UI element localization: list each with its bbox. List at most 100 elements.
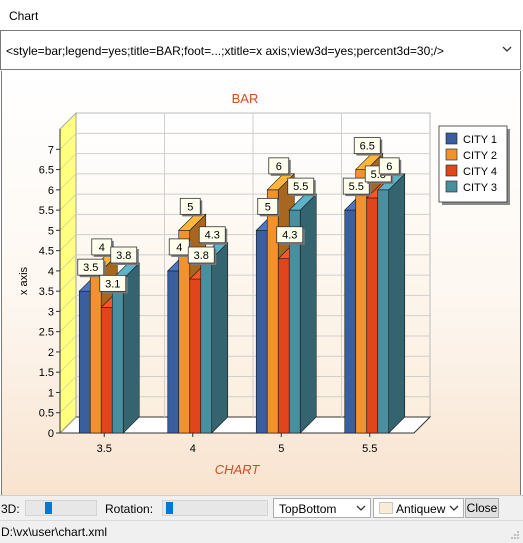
- y-tick-label: 5: [48, 225, 54, 237]
- data-label-text: 4: [99, 242, 105, 254]
- title-bar: Chart: [0, 0, 523, 30]
- grid-line: [59, 214, 77, 231]
- y-axis-title: x axis: [18, 266, 30, 295]
- command-combobox[interactable]: <style=bar;legend=yes;title=BAR;foot=...…: [0, 30, 521, 70]
- grid-line: [59, 295, 77, 312]
- bar-side: [388, 173, 406, 434]
- chevron-down-icon[interactable]: [356, 504, 366, 512]
- data-label-text: 3.1: [105, 278, 120, 290]
- data-label: 5: [179, 197, 203, 217]
- grid-line: [59, 396, 77, 413]
- data-label-text: 3.8: [194, 250, 209, 262]
- bar-chart: 00.511.522.533.544.555.566.57x axisBARCH…: [18, 91, 510, 477]
- data-label: 6.5: [353, 137, 383, 156]
- data-label: 5: [257, 197, 280, 217]
- chart-footer: CHART: [215, 462, 261, 477]
- y-tick-label: 2.5: [39, 327, 54, 339]
- bar: [200, 242, 229, 434]
- y-tick-label: 2: [48, 347, 54, 359]
- data-label: 3.1: [99, 274, 128, 294]
- y-tick-label: 0.5: [39, 408, 54, 420]
- data-label-box: [198, 226, 226, 244]
- data-label-text: 6: [386, 161, 392, 173]
- data-label: 3.8: [187, 246, 217, 265]
- data-label-box: [342, 177, 370, 195]
- slider-rotation[interactable]: [162, 500, 268, 516]
- bar-front: [100, 307, 113, 434]
- legend: CITY 1 CITY 2 CITY 4 CITY 3: [438, 125, 510, 205]
- data-label: 3.8: [110, 246, 139, 265]
- bar-front: [355, 169, 368, 434]
- y-tick-label: 1.5: [39, 367, 54, 379]
- data-label-text: 3.5: [83, 262, 98, 274]
- grid-line: [59, 274, 77, 292]
- gradient-select[interactable]: TopBottom: [273, 498, 371, 518]
- legend-item: CITY 1: [445, 132, 497, 146]
- data-label-box: [268, 157, 290, 175]
- color-select[interactable]: Antiquew: [373, 498, 464, 518]
- grid-line: [59, 234, 77, 251]
- y-tick-label: 3: [48, 306, 54, 318]
- data-label-text: 3.8: [116, 250, 131, 262]
- legend-swatch: [445, 132, 458, 145]
- color-swatch: [379, 502, 393, 514]
- legend-item: CITY 2: [445, 148, 497, 162]
- bar: [288, 193, 317, 434]
- y-tick-label: 4.5: [39, 246, 54, 258]
- command-value: <style=bar;legend=yes;title=BAR;foot=...…: [6, 44, 444, 58]
- grid-line: [59, 315, 77, 332]
- data-label-box: [187, 246, 215, 264]
- bar-front: [255, 230, 268, 434]
- data-label-text: 5.5: [349, 181, 364, 193]
- data-label-text: 5: [187, 201, 193, 213]
- y-tick-label: 5.5: [39, 205, 54, 217]
- slider-rotation-thumb[interactable]: [165, 502, 173, 514]
- bar: [377, 173, 406, 434]
- legend-label: CITY 1: [463, 134, 497, 146]
- data-label: 6: [378, 157, 402, 176]
- data-label-box: [110, 246, 138, 264]
- legend-swatch: [445, 148, 458, 161]
- data-label-text: 6.5: [360, 141, 375, 153]
- slider-3d[interactable]: [25, 500, 97, 516]
- bar-front: [266, 189, 279, 434]
- bar-top: [355, 153, 384, 170]
- chevron-down-icon[interactable]: [449, 504, 459, 512]
- legend-label: CITY 4: [463, 166, 497, 178]
- data-label-box: [276, 226, 304, 244]
- y-tick-label: 3.5: [39, 286, 54, 298]
- data-label-box: [378, 157, 400, 175]
- bar-front: [344, 209, 357, 434]
- close-button[interactable]: Close: [465, 498, 499, 518]
- bar-front: [377, 189, 390, 434]
- grid-line: [59, 355, 77, 373]
- grid-line: [59, 133, 77, 150]
- chart-title: BAR: [232, 91, 259, 106]
- bar-front: [89, 270, 102, 434]
- bar-front: [189, 278, 202, 434]
- status-bar: D:\vx\user\chart.xml: [0, 520, 523, 543]
- x-tick-label: 3.5: [97, 443, 112, 455]
- y-tick-label: 6: [48, 185, 54, 197]
- data-label-box: [99, 274, 127, 292]
- gradient-select-value: TopBottom: [279, 502, 337, 516]
- chevron-down-icon[interactable]: [500, 40, 514, 58]
- y-tick-label: 0: [48, 428, 54, 440]
- label-3d: 3D:: [1, 502, 20, 516]
- data-label-text: 4: [176, 242, 182, 254]
- data-label-box: [77, 258, 105, 276]
- grid-line: [59, 153, 77, 170]
- grid-line: [59, 416, 77, 434]
- bar-side: [211, 242, 229, 434]
- data-label: 4: [168, 238, 192, 257]
- slider-3d-thumb[interactable]: [44, 502, 52, 514]
- x-tick-label: 5: [278, 443, 284, 455]
- bar-front: [366, 197, 379, 434]
- resize-grip-icon[interactable]: [510, 530, 520, 540]
- label-rotation: Rotation:: [105, 502, 154, 516]
- x-tick-label: 4: [190, 443, 196, 455]
- data-label-box: [287, 177, 315, 195]
- y-tick-label: 1: [48, 387, 54, 399]
- toolbar: 3D: Rotation: TopBottom Antiquew Close: [0, 495, 523, 521]
